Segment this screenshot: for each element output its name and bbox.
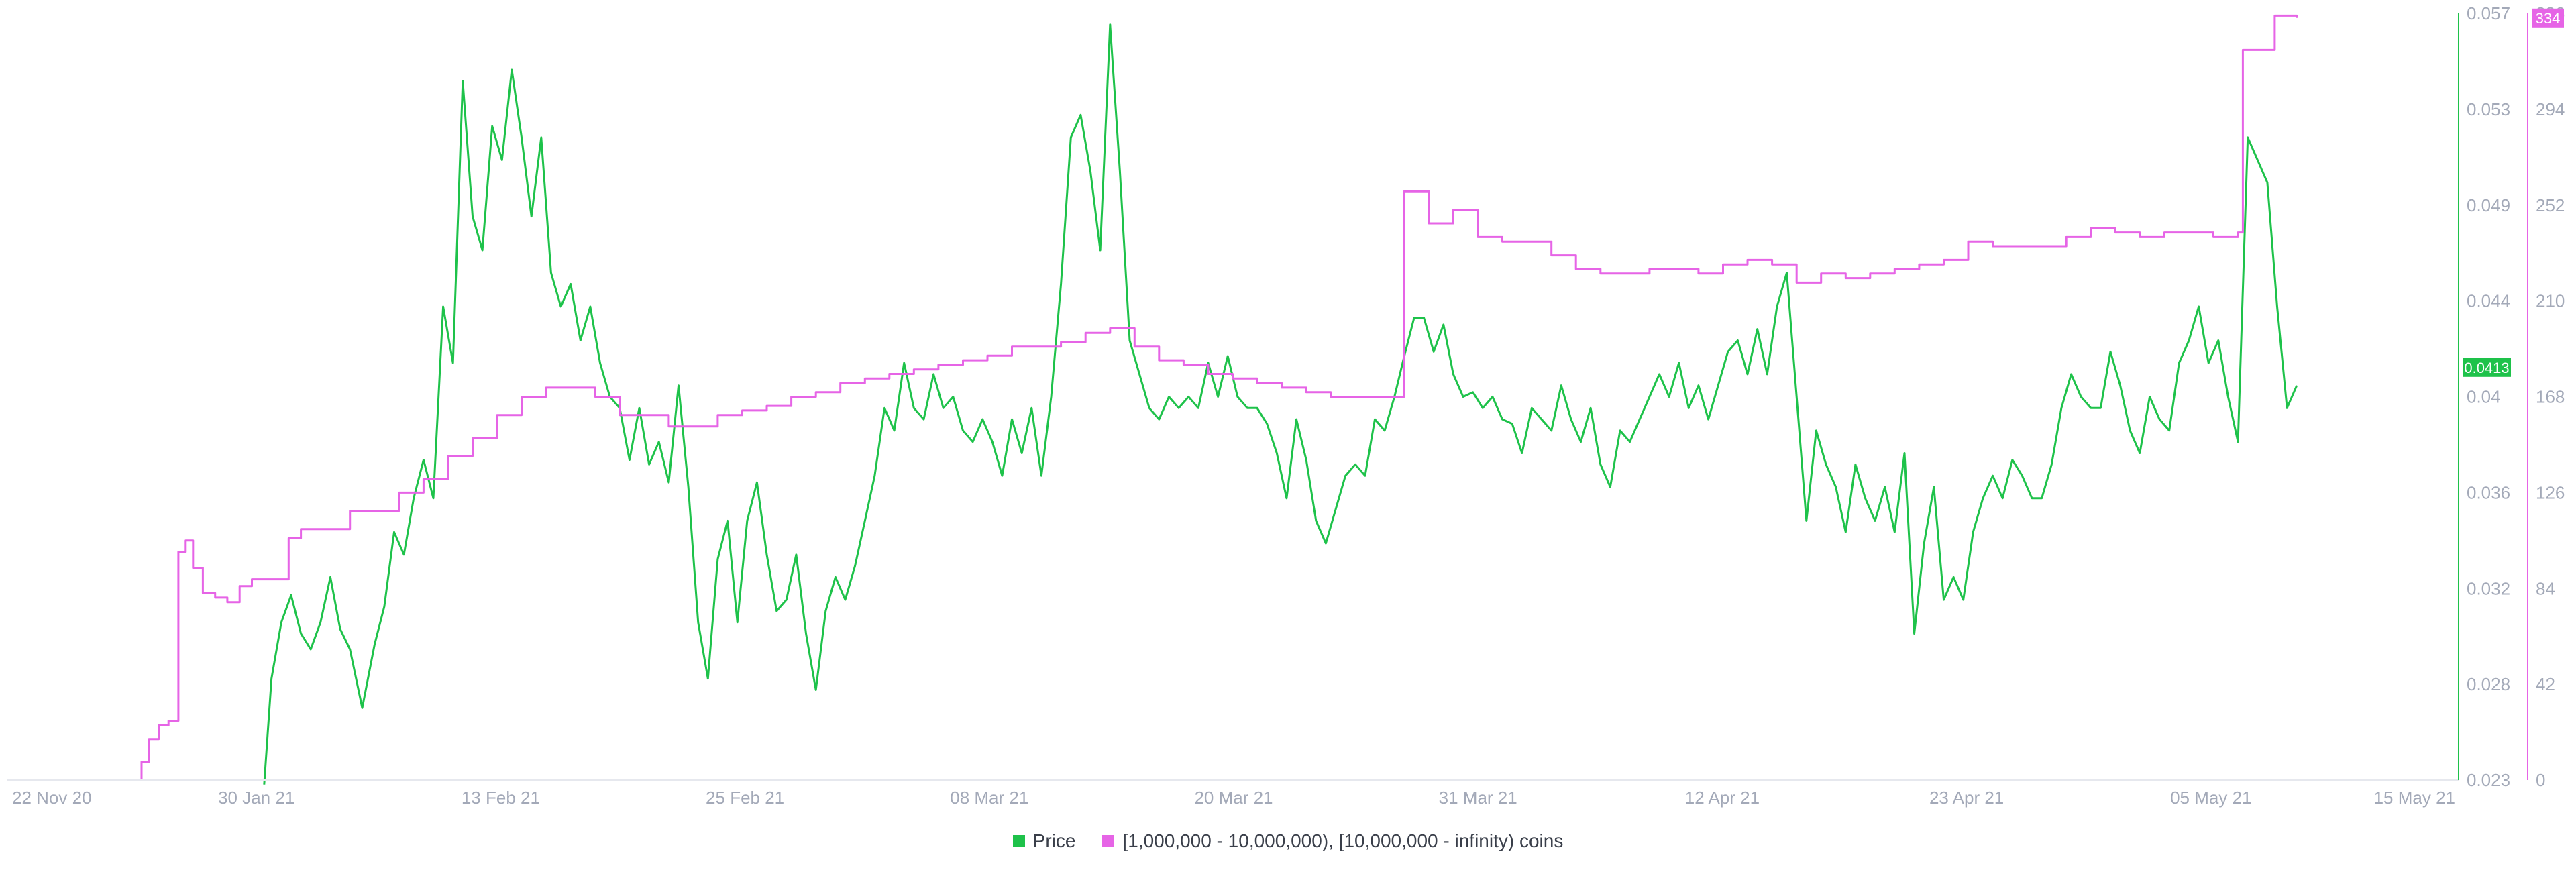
x-tick-label: 31 Mar 21: [1439, 787, 1517, 808]
price-tick-label: 0.023: [2467, 770, 2510, 790]
price-tick-label: 0.036: [2467, 482, 2510, 502]
series-line-holders: [7, 14, 2298, 781]
holders-axis: 04284126168210252294336334: [2527, 3, 2565, 790]
x-tick-label: 05 May 21: [2170, 787, 2251, 808]
price-tick-label: 0.044: [2467, 291, 2510, 311]
last-price-badge: [2463, 358, 2511, 377]
legend: Price [1,000,000 - 10,000,000), [10,000,…: [0, 830, 2576, 852]
price-tick-label: 0.028: [2467, 674, 2510, 694]
x-axis: 22 Nov 20 30 Jan 21 13 Feb 21 25 Feb 21 08 M…: [7, 779, 2459, 808]
price-tick-label: 0.049: [2467, 195, 2510, 215]
holders-tick-label: 42: [2536, 674, 2555, 694]
legend-label-holders: [1,000,000 - 10,000,000), [10,000,000 - …: [1122, 830, 1564, 851]
x-tick-label: 12 Apr 21: [1685, 787, 1760, 808]
holders-tick-label: 210: [2536, 291, 2565, 311]
plot-area: [7, 14, 2298, 785]
legend-swatch-price: [1012, 835, 1025, 847]
price-axis: 0.023 0.028 0.032 0.036 0.04 0.044 0.049 0.053 0…: [2458, 3, 2511, 790]
price-tick-label: 0.04: [2467, 387, 2501, 407]
x-tick-label: 22 Nov 20: [12, 787, 92, 808]
last-holders-label: 334: [2536, 10, 2561, 27]
holders-tick-label: 0: [2536, 770, 2545, 790]
price-tick-label: 0.032: [2467, 578, 2510, 598]
price-tick-label: 0.057: [2467, 3, 2510, 23]
x-tick-label: 15 May 21: [2374, 787, 2455, 808]
x-tick-label: 08 Mar 21: [950, 787, 1028, 808]
legend-label-price: Price: [1032, 830, 1076, 851]
x-tick-label: 25 Feb 21: [706, 787, 784, 808]
x-tick-label: 13 Feb 21: [462, 787, 540, 808]
x-tick-label: 23 Apr 21: [1929, 787, 2004, 808]
x-tick-label: 20 Mar 21: [1194, 787, 1273, 808]
chart: 22 Nov 20 30 Jan 21 13 Feb 21 25 Feb 21 08 M…: [7, 3, 2565, 808]
holders-tick-label: 168: [2536, 387, 2565, 407]
legend-swatch-holders: [1102, 835, 1115, 847]
last-holders-badge: [2532, 8, 2564, 28]
holders-tick-label: 294: [2536, 99, 2565, 119]
series-line-price: [263, 23, 2298, 785]
price-tick-label: 0.053: [2467, 99, 2510, 119]
x-tick-label: 30 Jan 21: [218, 787, 294, 808]
legend-item-price[interactable]: Price: [1012, 830, 1076, 852]
holders-tick-label: 252: [2536, 195, 2565, 215]
holders-tick-label: 84: [2536, 578, 2555, 598]
last-price-label: 0.0413: [2464, 360, 2509, 376]
holders-tick-label: 126: [2536, 482, 2565, 502]
legend-item-holders[interactable]: [1,000,000 - 10,000,000), [10,000,000 - …: [1102, 830, 1563, 852]
